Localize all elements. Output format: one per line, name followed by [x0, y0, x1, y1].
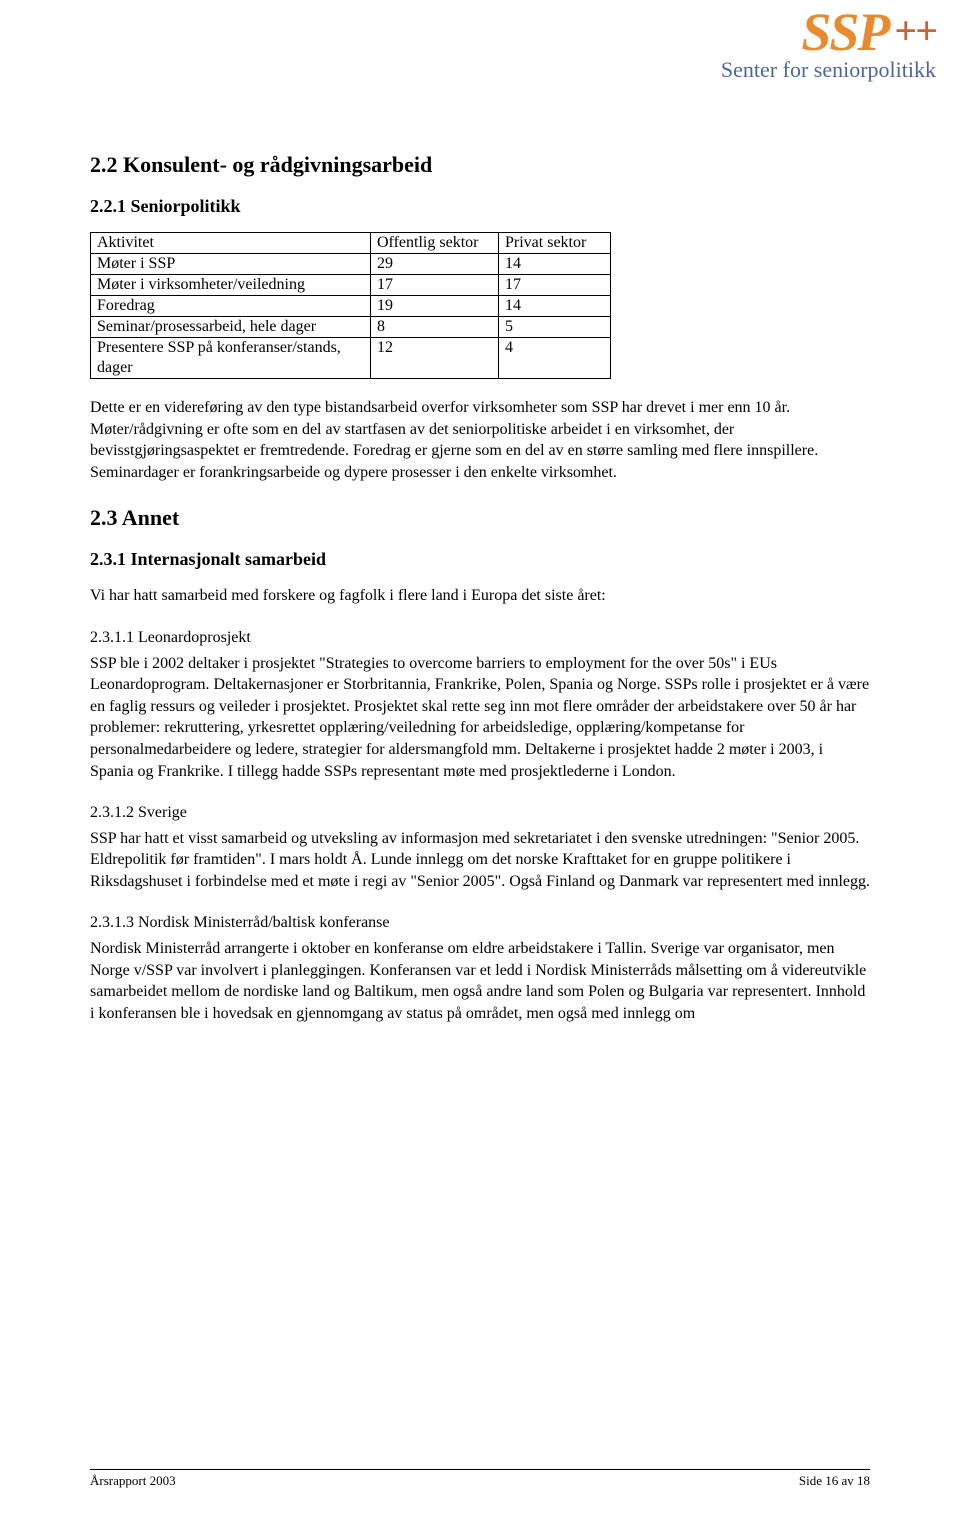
- table-cell: 29: [371, 253, 499, 274]
- table-cell: Presentere SSP på konferanser/stands, da…: [91, 337, 371, 378]
- table-cell: 14: [499, 253, 611, 274]
- heading-2-3: 2.3 Annet: [90, 503, 870, 533]
- table-row: Seminar/prosessarbeid, hele dager85: [91, 316, 611, 337]
- activity-table: Aktivitet Offentlig sektor Privat sektor…: [90, 232, 611, 379]
- paragraph-leonardo: SSP ble i 2002 deltaker i prosjektet "St…: [90, 653, 870, 783]
- logo-plus-icon: ++: [894, 8, 936, 53]
- table-row: Møter i virksomheter/veiledning1717: [91, 274, 611, 295]
- page-content: 2.2 Konsulent- og rådgivningsarbeid 2.2.…: [90, 150, 870, 1040]
- paragraph-sverige: SSP har hatt et visst samarbeid og utvek…: [90, 828, 870, 893]
- logo-subtitle: Senter for seniorpolitikk: [721, 55, 936, 85]
- table-body: Møter i SSP2914Møter i virksomheter/veil…: [91, 253, 611, 378]
- subheading-nordisk: 2.3.1.3 Nordisk Ministerråd/baltisk konf…: [90, 912, 870, 934]
- table-row: Foredrag1914: [91, 295, 611, 316]
- table-cell: 12: [371, 337, 499, 378]
- table-row: Presentere SSP på konferanser/stands, da…: [91, 337, 611, 378]
- table-cell: 19: [371, 295, 499, 316]
- paragraph-intl-intro: Vi har hatt samarbeid med forskere og fa…: [90, 585, 870, 607]
- table-cell: Seminar/prosessarbeid, hele dager: [91, 316, 371, 337]
- table-cell: 17: [371, 274, 499, 295]
- col-offentlig: Offentlig sektor: [371, 232, 499, 253]
- table-row: Møter i SSP2914: [91, 253, 611, 274]
- col-privat: Privat sektor: [499, 232, 611, 253]
- logo-text: SSP: [801, 2, 888, 62]
- logo-main: SSP++: [721, 8, 936, 57]
- table-cell: 5: [499, 316, 611, 337]
- table-cell: 14: [499, 295, 611, 316]
- footer-right: Side 16 av 18: [799, 1472, 870, 1490]
- logo: SSP++ Senter for seniorpolitikk: [721, 8, 936, 84]
- col-aktivitet: Aktivitet: [91, 232, 371, 253]
- subheading-sverige: 2.3.1.2 Sverige: [90, 802, 870, 824]
- page-footer: Årsrapport 2003 Side 16 av 18: [90, 1469, 870, 1490]
- heading-2-2: 2.2 Konsulent- og rådgivningsarbeid: [90, 150, 870, 180]
- heading-2-2-1: 2.2.1 Seniorpolitikk: [90, 194, 870, 218]
- paragraph-intro: Dette er en videreføring av den type bis…: [90, 397, 870, 483]
- table-cell: 4: [499, 337, 611, 378]
- footer-left: Årsrapport 2003: [90, 1472, 176, 1490]
- table-header-row: Aktivitet Offentlig sektor Privat sektor: [91, 232, 611, 253]
- paragraph-nordisk: Nordisk Ministerråd arrangerte i oktober…: [90, 938, 870, 1024]
- heading-2-3-1: 2.3.1 Internasjonalt samarbeid: [90, 547, 870, 571]
- table-cell: 17: [499, 274, 611, 295]
- table-cell: 8: [371, 316, 499, 337]
- table-cell: Foredrag: [91, 295, 371, 316]
- table-cell: Møter i virksomheter/veiledning: [91, 274, 371, 295]
- subheading-leonardo: 2.3.1.1 Leonardoprosjekt: [90, 627, 870, 649]
- table-cell: Møter i SSP: [91, 253, 371, 274]
